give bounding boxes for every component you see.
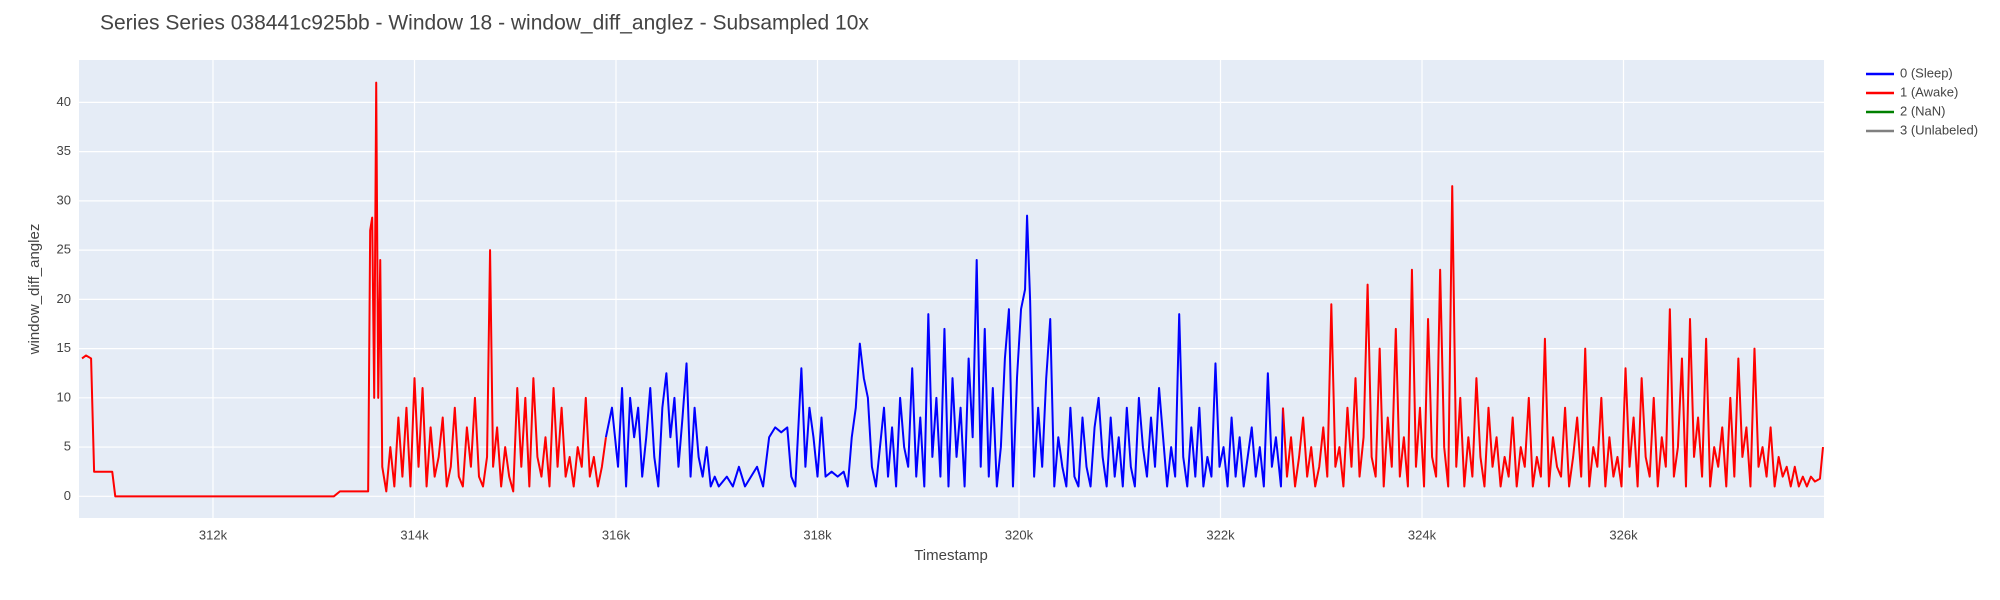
y-tick-label: 10 — [57, 389, 71, 404]
x-tick-label: 314k — [400, 527, 429, 542]
x-tick-label: 318k — [803, 527, 832, 542]
x-tick-label: 324k — [1408, 527, 1437, 542]
x-axis-title: Timestamp — [914, 547, 988, 564]
y-tick-label: 30 — [57, 192, 71, 207]
y-tick-label: 40 — [57, 94, 71, 109]
x-tick-label: 312k — [199, 527, 228, 542]
y-tick-label: 20 — [57, 291, 71, 306]
legend-label: 1 (Awake) — [1900, 84, 1958, 99]
x-tick-label: 326k — [1609, 527, 1638, 542]
series-line — [604, 214, 1284, 488]
x-tick-label: 322k — [1206, 527, 1235, 542]
y-tick-label: 5 — [64, 439, 71, 454]
y-tick-label: 0 — [64, 488, 71, 503]
legend-label: 3 (Unlabeled) — [1900, 122, 1978, 137]
series-line — [81, 81, 1824, 498]
y-tick-label: 25 — [57, 242, 71, 257]
y-tick-label: 35 — [57, 143, 71, 158]
legend-label: 0 (Sleep) — [1900, 65, 1953, 80]
y-axis-title: window_diff_anglez — [26, 224, 43, 356]
x-tick-label: 320k — [1005, 527, 1034, 542]
chart-title: Series Series 038441c925bb - Window 18 -… — [100, 12, 869, 35]
x-tick-label: 316k — [602, 527, 631, 542]
legend-label: 2 (NaN) — [1900, 103, 1946, 118]
y-tick-label: 15 — [57, 340, 71, 355]
